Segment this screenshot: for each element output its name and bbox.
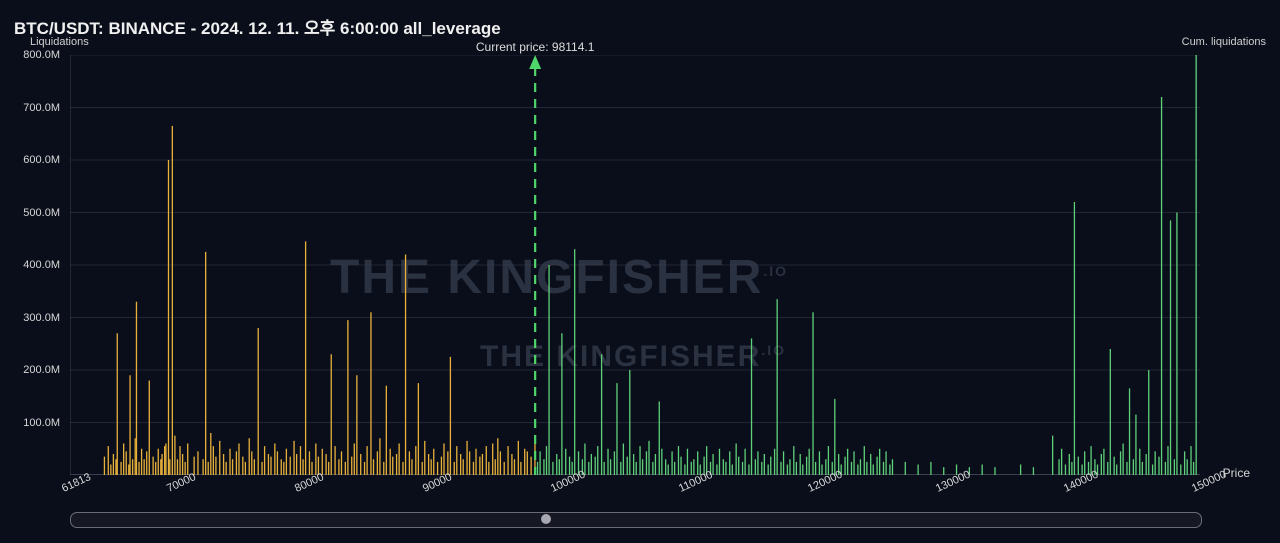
y-tick-label: 400.0M [23, 259, 60, 271]
y-tick-label: 600.0M [23, 154, 60, 166]
y-left-axis-label: Liquidations [30, 36, 89, 48]
y-tick-label: 500.0M [23, 207, 60, 219]
x-ticks-group: 6181370000800009000010000011000012000013… [70, 478, 1200, 508]
y-tick-label: 200.0M [23, 364, 60, 376]
y-tick-label: 300.0M [23, 312, 60, 324]
range-scrollbar[interactable] [70, 512, 1202, 528]
chart-svg [70, 55, 1200, 475]
current-price-label: Current price: 98114.1 [476, 40, 595, 54]
y-tick-label: 800.0M [23, 49, 60, 61]
y-tick-label: 100.0M [23, 417, 60, 429]
y-ticks-group: 100.0M 200.0M 300.0M 400.0M 500.0M 600.0M 700.… [0, 55, 65, 475]
chart-container: BTC/USDT: BINANCE - 2024. 12. 11. 오후 6:0… [0, 0, 1280, 543]
y-right-axis-label: Cum. liquidations [1182, 36, 1266, 48]
x-axis-label: Price [1223, 466, 1250, 480]
scroll-thumb[interactable] [541, 514, 551, 524]
y-tick-label: 700.0M [23, 102, 60, 114]
plot-area [70, 55, 1200, 475]
